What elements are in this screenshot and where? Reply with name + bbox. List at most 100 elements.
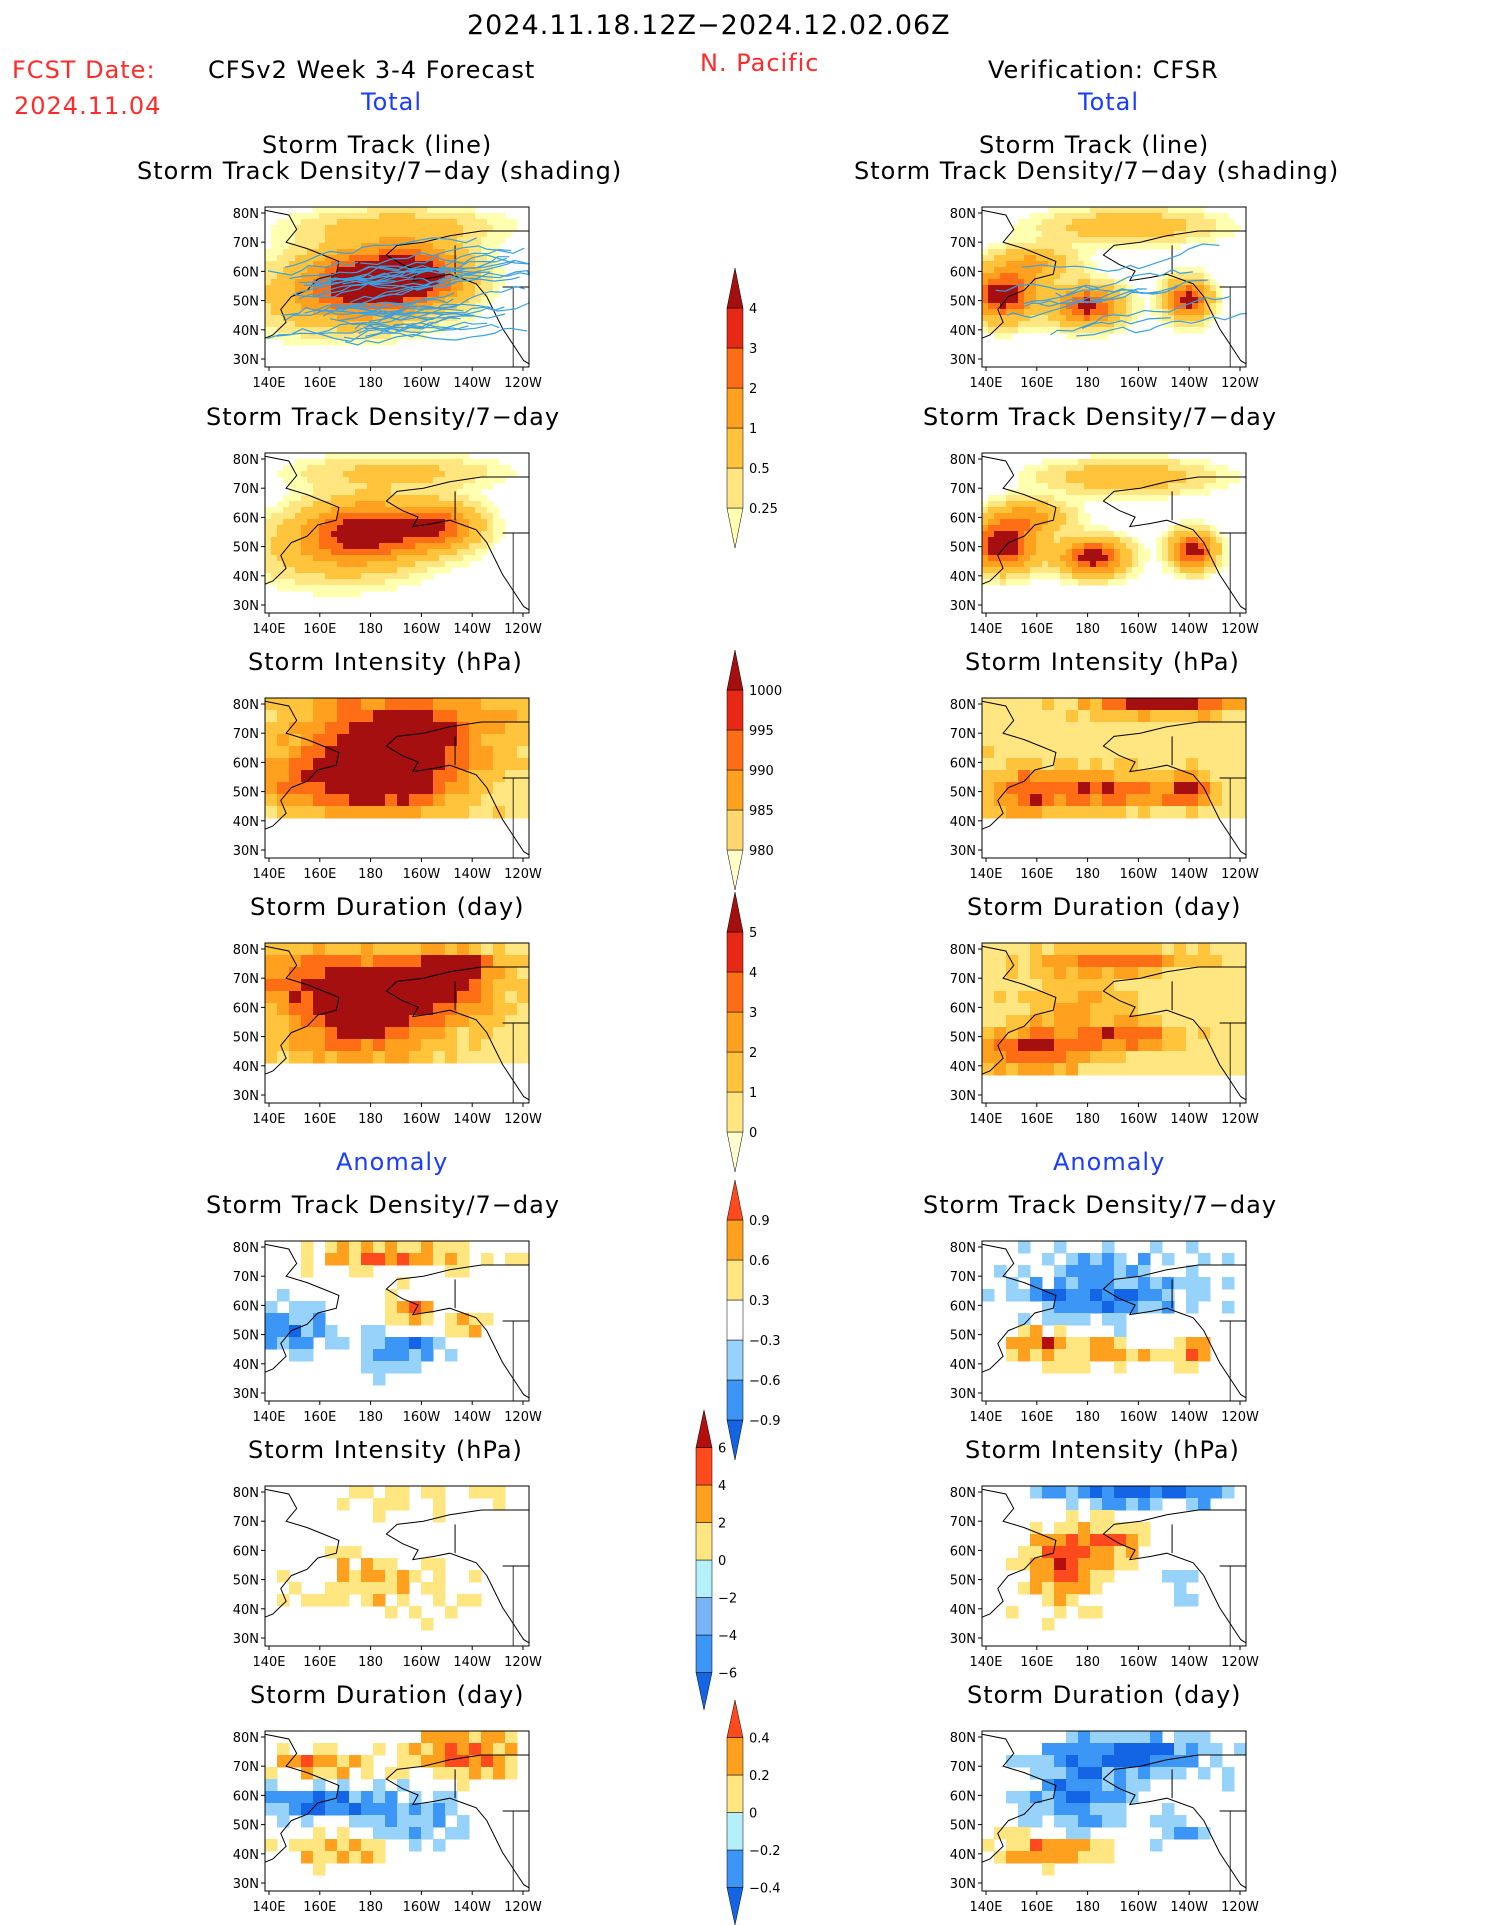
field-cell — [1150, 943, 1163, 956]
field-cell — [331, 453, 338, 460]
field-cell — [421, 758, 434, 771]
lon-tick-label: 160E — [1020, 867, 1053, 882]
field-cell — [1012, 555, 1019, 562]
field-cell — [1036, 315, 1043, 322]
field-cell — [385, 459, 392, 466]
field-cell — [265, 1767, 278, 1780]
field-cell — [445, 459, 452, 466]
field-cell — [1018, 1039, 1031, 1052]
field-cell — [1138, 219, 1145, 226]
field-cell — [1078, 327, 1085, 334]
field-cell — [1048, 249, 1055, 256]
field-cell — [349, 1253, 362, 1266]
field-cell — [325, 489, 332, 496]
storm-track-line — [363, 312, 461, 321]
field-cell — [331, 309, 338, 316]
field-cell — [409, 297, 416, 304]
field-cell — [415, 483, 422, 490]
field-cell — [1150, 219, 1157, 226]
field-cell — [1072, 555, 1079, 562]
field-cell — [313, 531, 320, 538]
field-cell — [1030, 507, 1037, 514]
field-cell — [391, 519, 398, 526]
field-cell — [385, 979, 398, 992]
field-cell — [313, 333, 320, 340]
field-cell — [1066, 1289, 1079, 1302]
field-cell — [385, 579, 392, 586]
field-cell — [439, 555, 446, 562]
field-cell — [1042, 465, 1049, 472]
field-cell — [475, 219, 482, 226]
field-cell — [1156, 297, 1163, 304]
field-cell — [1114, 1558, 1127, 1571]
lat-tick-label: 40N — [950, 324, 976, 339]
field-cell — [313, 991, 326, 1004]
field-cell — [517, 1253, 530, 1266]
field-cell — [1090, 1051, 1103, 1064]
field-cell — [379, 249, 386, 256]
field-cell — [307, 249, 314, 256]
field-cell — [1114, 943, 1127, 956]
field-cell — [331, 267, 338, 274]
field-cell — [1078, 333, 1085, 340]
field-cell — [1042, 1534, 1055, 1547]
field-cell — [1210, 1015, 1223, 1028]
field-cell — [265, 1337, 278, 1350]
field-cell — [1090, 1815, 1103, 1828]
field-cell — [1066, 1349, 1079, 1362]
alaska-coastline — [385, 1264, 530, 1399]
field-cell — [343, 477, 350, 484]
field-cell — [1072, 267, 1079, 274]
field-cell — [313, 309, 320, 316]
field-cell — [373, 237, 380, 244]
field-cell — [463, 213, 470, 220]
field-cell — [295, 315, 302, 322]
field-cell — [1132, 315, 1139, 322]
lat-tick-label: 40N — [950, 1060, 976, 1075]
lat-tick-label: 70N — [233, 972, 259, 987]
field-cell — [1192, 459, 1199, 466]
field-cell — [1102, 1803, 1115, 1816]
field-cell — [493, 237, 500, 244]
field-cell — [1042, 1051, 1055, 1064]
field-cell — [1234, 782, 1247, 795]
field-cell — [433, 1003, 446, 1016]
field-cell — [397, 1349, 410, 1362]
field-cell — [1078, 561, 1085, 568]
map-panel-forecast-anom-intensity: 140E 160E 180 160W 140W 120W80N70N60N50N40N30… — [233, 1485, 542, 1670]
field-cell — [415, 207, 422, 214]
field-cell — [1138, 309, 1145, 316]
field-cell — [1054, 1606, 1067, 1619]
field-cell — [1198, 477, 1205, 484]
field-cell — [1096, 561, 1103, 568]
field-cell — [343, 273, 350, 280]
field-cell — [1138, 495, 1145, 502]
field-cell — [1024, 321, 1031, 328]
field-cell — [1192, 291, 1199, 298]
field-cell — [499, 525, 506, 532]
field-cell — [1186, 1027, 1199, 1040]
field-cell — [397, 549, 404, 556]
field-cell — [1084, 285, 1091, 292]
field-cell — [1108, 555, 1115, 562]
field-cell — [325, 543, 332, 550]
field-cell — [421, 261, 428, 268]
field-cell — [505, 770, 518, 783]
field-cell — [1030, 555, 1037, 562]
field-cell — [367, 249, 374, 256]
field-cell — [445, 1253, 458, 1266]
lat-tick-label: 50N — [233, 295, 259, 310]
lon-tick-label: 120W — [504, 1410, 542, 1425]
lat-tick-label: 60N — [950, 1001, 976, 1016]
field-cell — [493, 955, 506, 968]
field-cell — [271, 561, 278, 568]
field-cell — [1102, 237, 1109, 244]
field-cell — [1222, 1277, 1235, 1290]
field-cell — [1162, 291, 1169, 298]
lon-tick-label: 120W — [504, 376, 542, 391]
field-cell — [355, 213, 362, 220]
field-cell — [1078, 207, 1085, 214]
field-cell — [1090, 477, 1097, 484]
field-cell — [409, 489, 416, 496]
field-cell — [1090, 1486, 1103, 1499]
